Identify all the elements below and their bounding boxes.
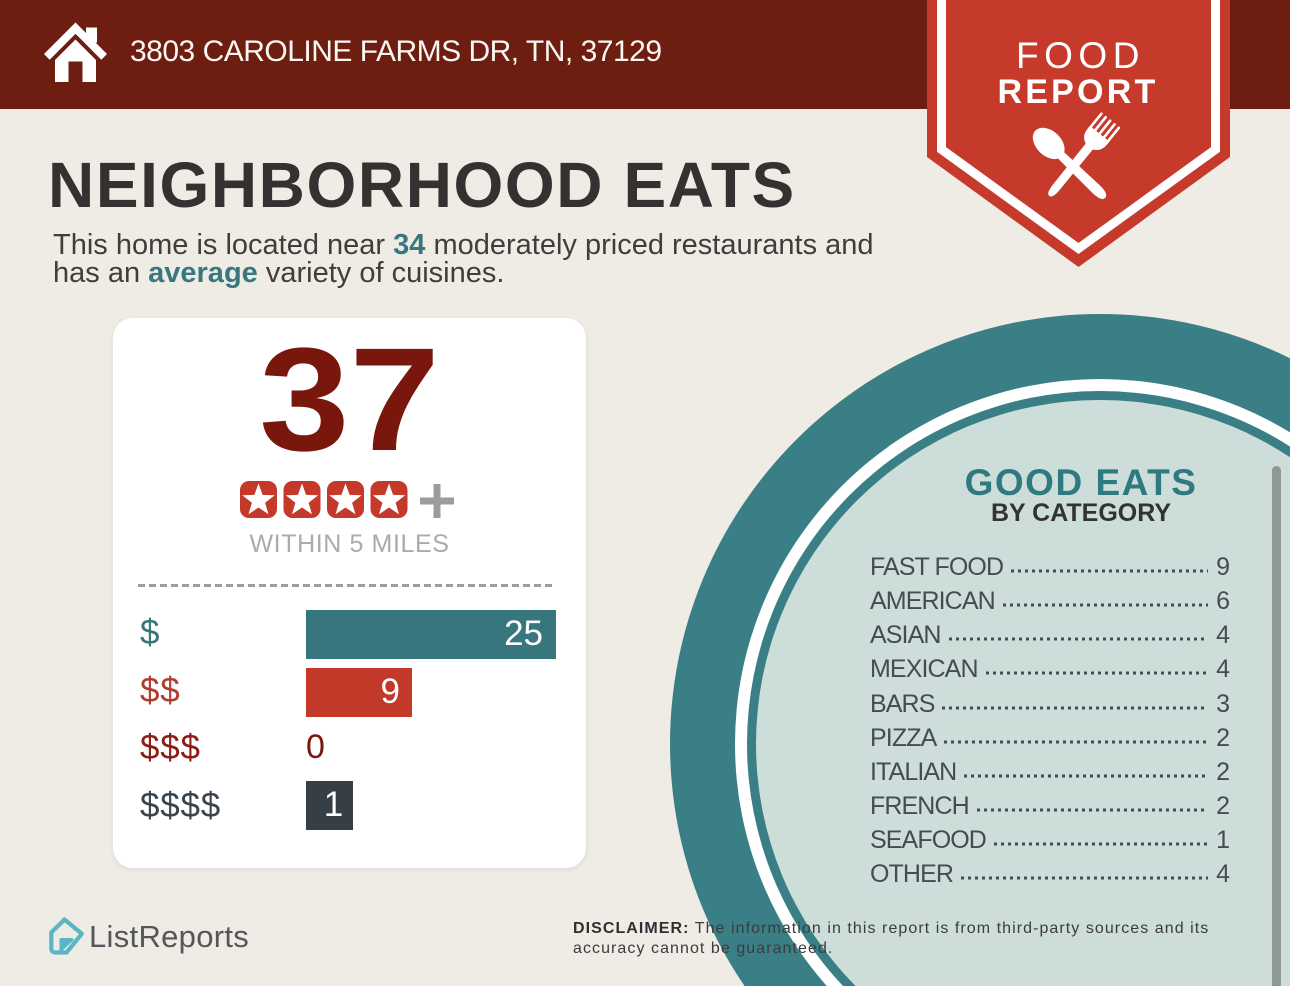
svg-text:REPORT: REPORT: [998, 73, 1159, 111]
svg-text:FOOD: FOOD: [1016, 35, 1145, 76]
